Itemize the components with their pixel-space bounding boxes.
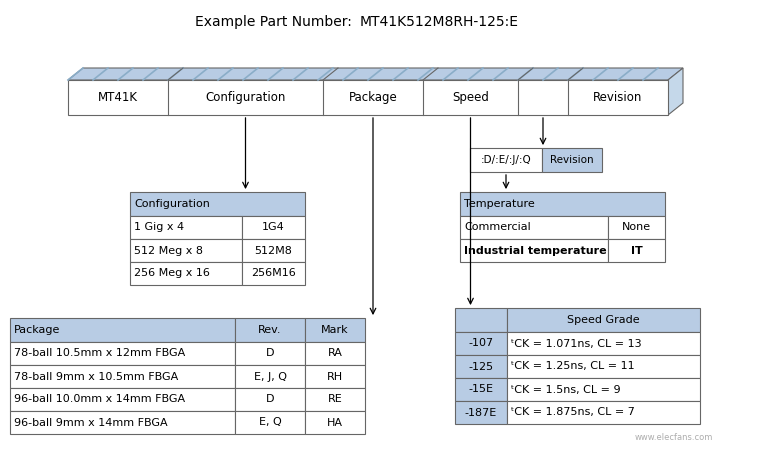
Bar [305,318,365,342]
Bar [235,342,305,365]
Bar [242,262,305,285]
Text: 96-ball 10.0mm x 14mm FBGA: 96-ball 10.0mm x 14mm FBGA [14,395,185,405]
Text: Commercial: Commercial [464,222,530,232]
Text: HA: HA [327,418,343,428]
Bar [470,148,542,172]
Text: Rev.: Rev. [258,325,281,335]
Bar [507,355,700,378]
Bar [507,401,700,424]
Text: :D/:E/:J/:Q: :D/:E/:J/:Q [480,155,531,165]
Text: 1G4: 1G4 [262,222,284,232]
Text: Configuration: Configuration [134,199,210,209]
Text: Configuration: Configuration [205,91,286,104]
Bar [242,239,305,262]
Bar [130,239,242,262]
Bar [305,365,365,388]
Text: Package: Package [348,91,397,104]
Text: 78-ball 9mm x 10.5mm FBGA: 78-ball 9mm x 10.5mm FBGA [14,371,178,381]
Bar [242,216,305,239]
Text: 1 Gig x 4: 1 Gig x 4 [134,222,184,232]
Text: RE: RE [328,395,342,405]
Text: RH: RH [327,371,343,381]
Bar [608,239,665,262]
Text: ᵗCK = 1.071ns, CL = 13: ᵗCK = 1.071ns, CL = 13 [511,338,641,348]
Bar [460,192,665,216]
Bar [455,332,507,355]
Text: Speed: Speed [452,91,489,104]
Text: 256M16: 256M16 [251,269,296,279]
Text: -125: -125 [469,361,493,371]
Text: E, J, Q: E, J, Q [254,371,287,381]
Bar [10,365,235,388]
Text: ᵗCK = 1.875ns, CL = 7: ᵗCK = 1.875ns, CL = 7 [511,408,635,418]
Bar [235,318,305,342]
Text: www.elecfans.com: www.elecfans.com [635,434,713,443]
Bar [455,308,507,332]
Text: Temperature: Temperature [464,199,535,209]
Text: MT41K512M8RH-125:E: MT41K512M8RH-125:E [360,15,519,29]
Bar [10,411,235,434]
Text: 512 Meg x 8: 512 Meg x 8 [134,246,203,255]
Bar [68,80,668,115]
Text: IT: IT [631,246,642,255]
Text: Example Part Number:: Example Part Number: [195,15,352,29]
Bar [455,355,507,378]
Bar [305,411,365,434]
Bar [235,365,305,388]
Bar [130,262,242,285]
Text: 78-ball 10.5mm x 12mm FBGA: 78-ball 10.5mm x 12mm FBGA [14,348,185,358]
Text: -15E: -15E [469,385,493,395]
Text: D: D [266,395,274,405]
Bar [542,148,602,172]
Polygon shape [668,68,683,115]
Text: Revision: Revision [594,91,643,104]
Text: -107: -107 [469,338,493,348]
Text: Speed Grade: Speed Grade [567,315,640,325]
Text: 96-ball 9mm x 14mm FBGA: 96-ball 9mm x 14mm FBGA [14,418,167,428]
Text: MT41K: MT41K [98,91,138,104]
Bar [235,411,305,434]
Bar [130,192,305,216]
Bar [10,342,235,365]
Bar [10,318,235,342]
Text: RA: RA [328,348,342,358]
Text: None: None [622,222,651,232]
Text: Package: Package [14,325,60,335]
Bar [130,216,242,239]
Text: Revision: Revision [550,155,594,165]
Bar [460,239,608,262]
Text: 512M8: 512M8 [254,246,292,255]
Bar [235,388,305,411]
Bar [455,378,507,401]
Text: Industrial temperature: Industrial temperature [464,246,607,255]
Bar [305,342,365,365]
Bar [460,216,608,239]
Text: ᵗCK = 1.5ns, CL = 9: ᵗCK = 1.5ns, CL = 9 [511,385,621,395]
Polygon shape [68,68,683,80]
Text: ᵗCK = 1.25ns, CL = 11: ᵗCK = 1.25ns, CL = 11 [511,361,635,371]
Bar [305,388,365,411]
Bar [507,308,700,332]
Text: Mark: Mark [322,325,348,335]
Bar [455,401,507,424]
Bar [10,388,235,411]
Text: 256 Meg x 16: 256 Meg x 16 [134,269,210,279]
Text: D: D [266,348,274,358]
Bar [608,216,665,239]
Text: E, Q: E, Q [258,418,281,428]
Text: -187E: -187E [465,408,497,418]
Bar [507,378,700,401]
Bar [507,332,700,355]
